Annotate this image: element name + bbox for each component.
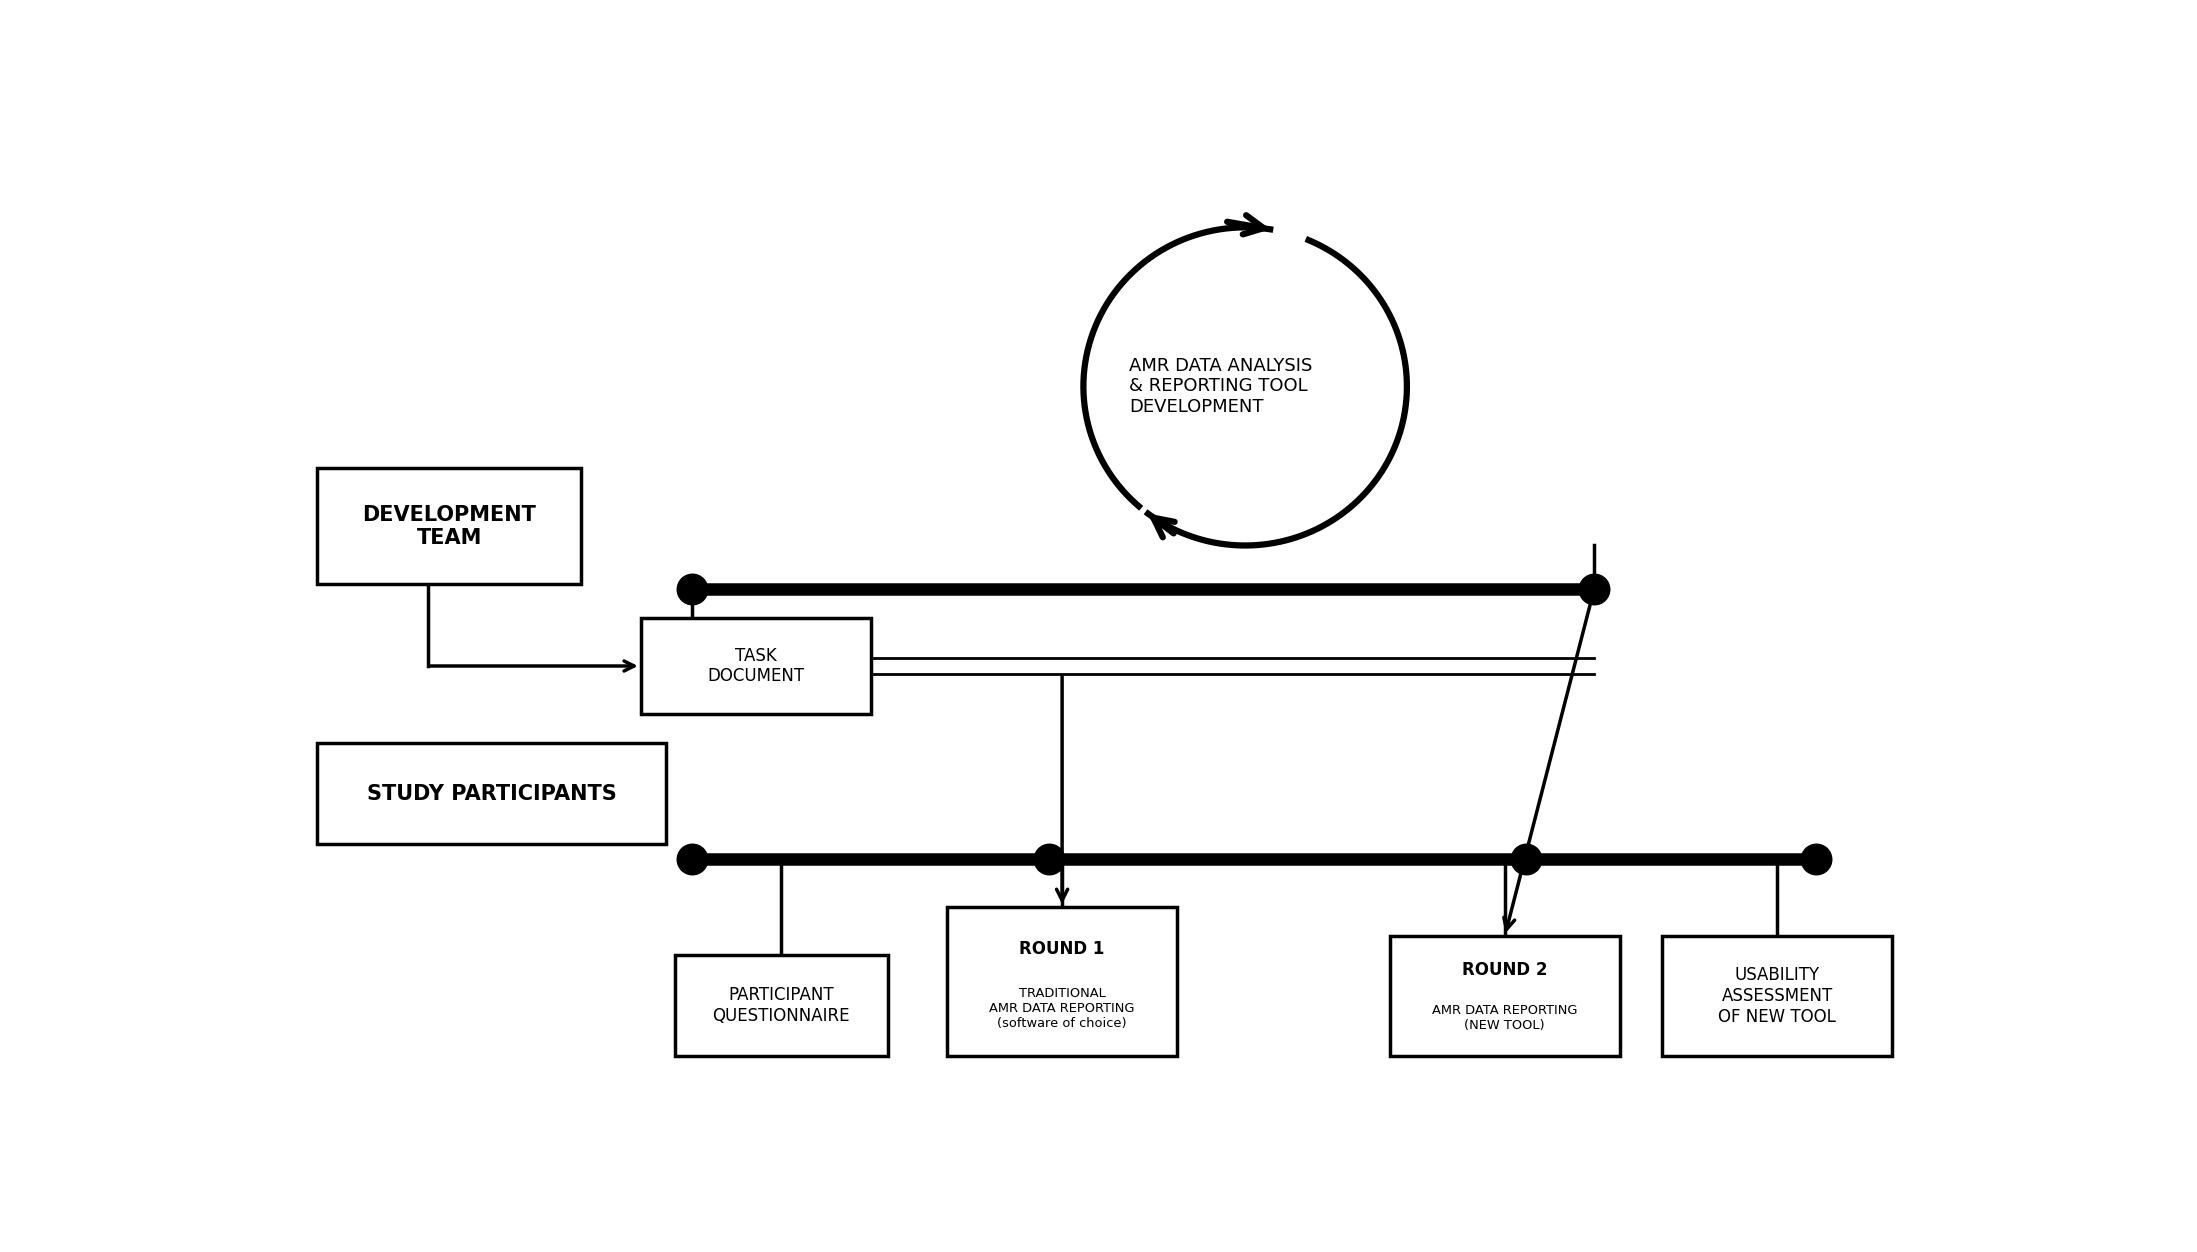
Text: ROUND 1: ROUND 1: [1019, 940, 1105, 958]
Text: AMR DATA REPORTING
(NEW TOOL): AMR DATA REPORTING (NEW TOOL): [1432, 1004, 1577, 1032]
Bar: [316, 744, 666, 844]
Bar: [642, 617, 870, 714]
Text: PARTICIPANT
QUESTIONNAIRE: PARTICIPANT QUESTIONNAIRE: [712, 987, 850, 1025]
Bar: [1391, 936, 1619, 1057]
Text: AMR DATA ANALYSIS
& REPORTING TOOL
DEVELOPMENT: AMR DATA ANALYSIS & REPORTING TOOL DEVEL…: [1129, 357, 1312, 416]
Bar: [316, 468, 580, 583]
Bar: [947, 906, 1178, 1057]
Bar: [1663, 936, 1892, 1057]
Text: DEVELOPMENT
TEAM: DEVELOPMENT TEAM: [363, 505, 536, 548]
Text: STUDY PARTICIPANTS: STUDY PARTICIPANTS: [367, 784, 617, 804]
Text: TRADITIONAL
AMR DATA REPORTING
(software of choice): TRADITIONAL AMR DATA REPORTING (software…: [989, 987, 1136, 1030]
Text: ROUND 2: ROUND 2: [1461, 960, 1547, 979]
Bar: [674, 955, 888, 1057]
Text: TASK
DOCUMENT: TASK DOCUMENT: [707, 646, 804, 685]
Text: USABILITY
ASSESSMENT
OF NEW TOOL: USABILITY ASSESSMENT OF NEW TOOL: [1718, 967, 1837, 1025]
